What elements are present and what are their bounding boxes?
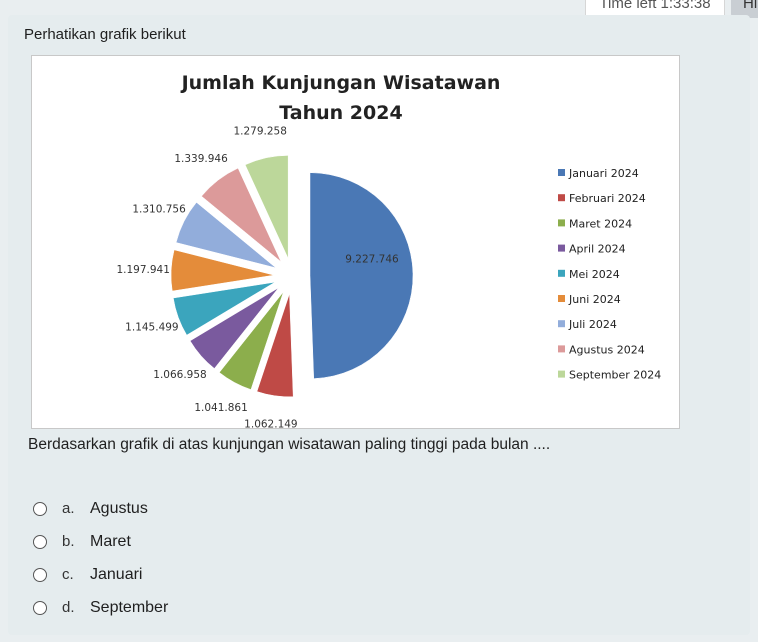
slice-value-label: 1.339.946	[174, 153, 228, 165]
pie-slice	[173, 281, 276, 336]
pie-slice	[256, 293, 294, 398]
slice-value-label: 1.066.958	[153, 369, 206, 381]
legend-label: April 2024	[569, 243, 626, 256]
legend-label: Juni 2024	[568, 293, 621, 306]
slice-value-label: 1.279.258	[233, 125, 286, 137]
option-letter: d.	[62, 599, 75, 616]
chart-title-line1: Jumlah Kunjungan Wisatawan	[180, 72, 501, 94]
legend-swatch	[558, 269, 565, 277]
legend-swatch	[558, 169, 565, 176]
slice-value-label: 1.197.941	[116, 264, 169, 276]
legend-swatch	[558, 219, 565, 227]
option-label: September	[90, 598, 169, 616]
pie-slice	[170, 249, 275, 292]
slice-value-label: 1.310.756	[132, 204, 186, 216]
legend-label: September 2024	[569, 369, 661, 382]
legend-swatch	[558, 370, 565, 378]
chart-image: Jumlah Kunjungan Wisatawan Tahun 2024 9.…	[31, 55, 680, 429]
option-label: Agustus	[90, 499, 148, 517]
option-letter: b.	[62, 533, 75, 550]
pie-slice	[218, 291, 284, 390]
radio-a[interactable]	[33, 501, 47, 516]
pie-slice	[189, 287, 279, 369]
slice-value-label: 9.227.746	[345, 254, 399, 266]
slice-value-label: 1.062.149	[244, 419, 297, 429]
option-letter: c.	[62, 566, 74, 583]
legend-swatch	[558, 244, 565, 252]
legend-label: Maret 2024	[569, 217, 632, 230]
pie-slice	[175, 201, 277, 269]
radio-b[interactable]	[33, 534, 47, 549]
question-text: Berdasarkan grafik di atas kunjungan wis…	[28, 436, 551, 453]
question-prompt: Perhatikan grafik berikut	[24, 26, 186, 43]
option-b[interactable]: b. Maret	[33, 525, 168, 558]
slice-value-label: 1.145.499	[125, 322, 178, 334]
option-label: Januari	[90, 565, 143, 583]
option-c[interactable]: c. Januari	[33, 558, 168, 591]
chart-title-line2: Tahun 2024	[279, 102, 402, 124]
legend-label: Agustus 2024	[569, 343, 645, 356]
option-letter: a.	[62, 500, 75, 517]
legend-swatch	[558, 320, 565, 328]
legend-swatch	[558, 295, 565, 302]
legend-swatch	[558, 194, 565, 202]
legend-label: Februari 2024	[569, 192, 646, 205]
radio-c[interactable]	[33, 567, 47, 582]
pie-slice	[201, 167, 282, 262]
pie-slice	[244, 155, 289, 259]
option-label: Maret	[90, 532, 131, 550]
pie-slice	[309, 172, 414, 379]
answer-options: a. Agustus b. Maret c. Januari d. Septem…	[33, 492, 168, 624]
pie-chart: Jumlah Kunjungan Wisatawan Tahun 2024 9.…	[116, 72, 661, 429]
hide-timer-button[interactable]: Hi	[731, 0, 758, 18]
option-d[interactable]: d. September	[33, 591, 168, 624]
radio-d[interactable]	[33, 600, 47, 615]
legend-label: Januari 2024	[568, 167, 639, 180]
slice-value-label: 1.041.861	[194, 402, 247, 414]
legend-swatch	[558, 345, 565, 353]
legend-label: Juli 2024	[568, 318, 617, 331]
option-a[interactable]: a. Agustus	[33, 492, 168, 525]
legend-label: Mei 2024	[569, 268, 620, 281]
